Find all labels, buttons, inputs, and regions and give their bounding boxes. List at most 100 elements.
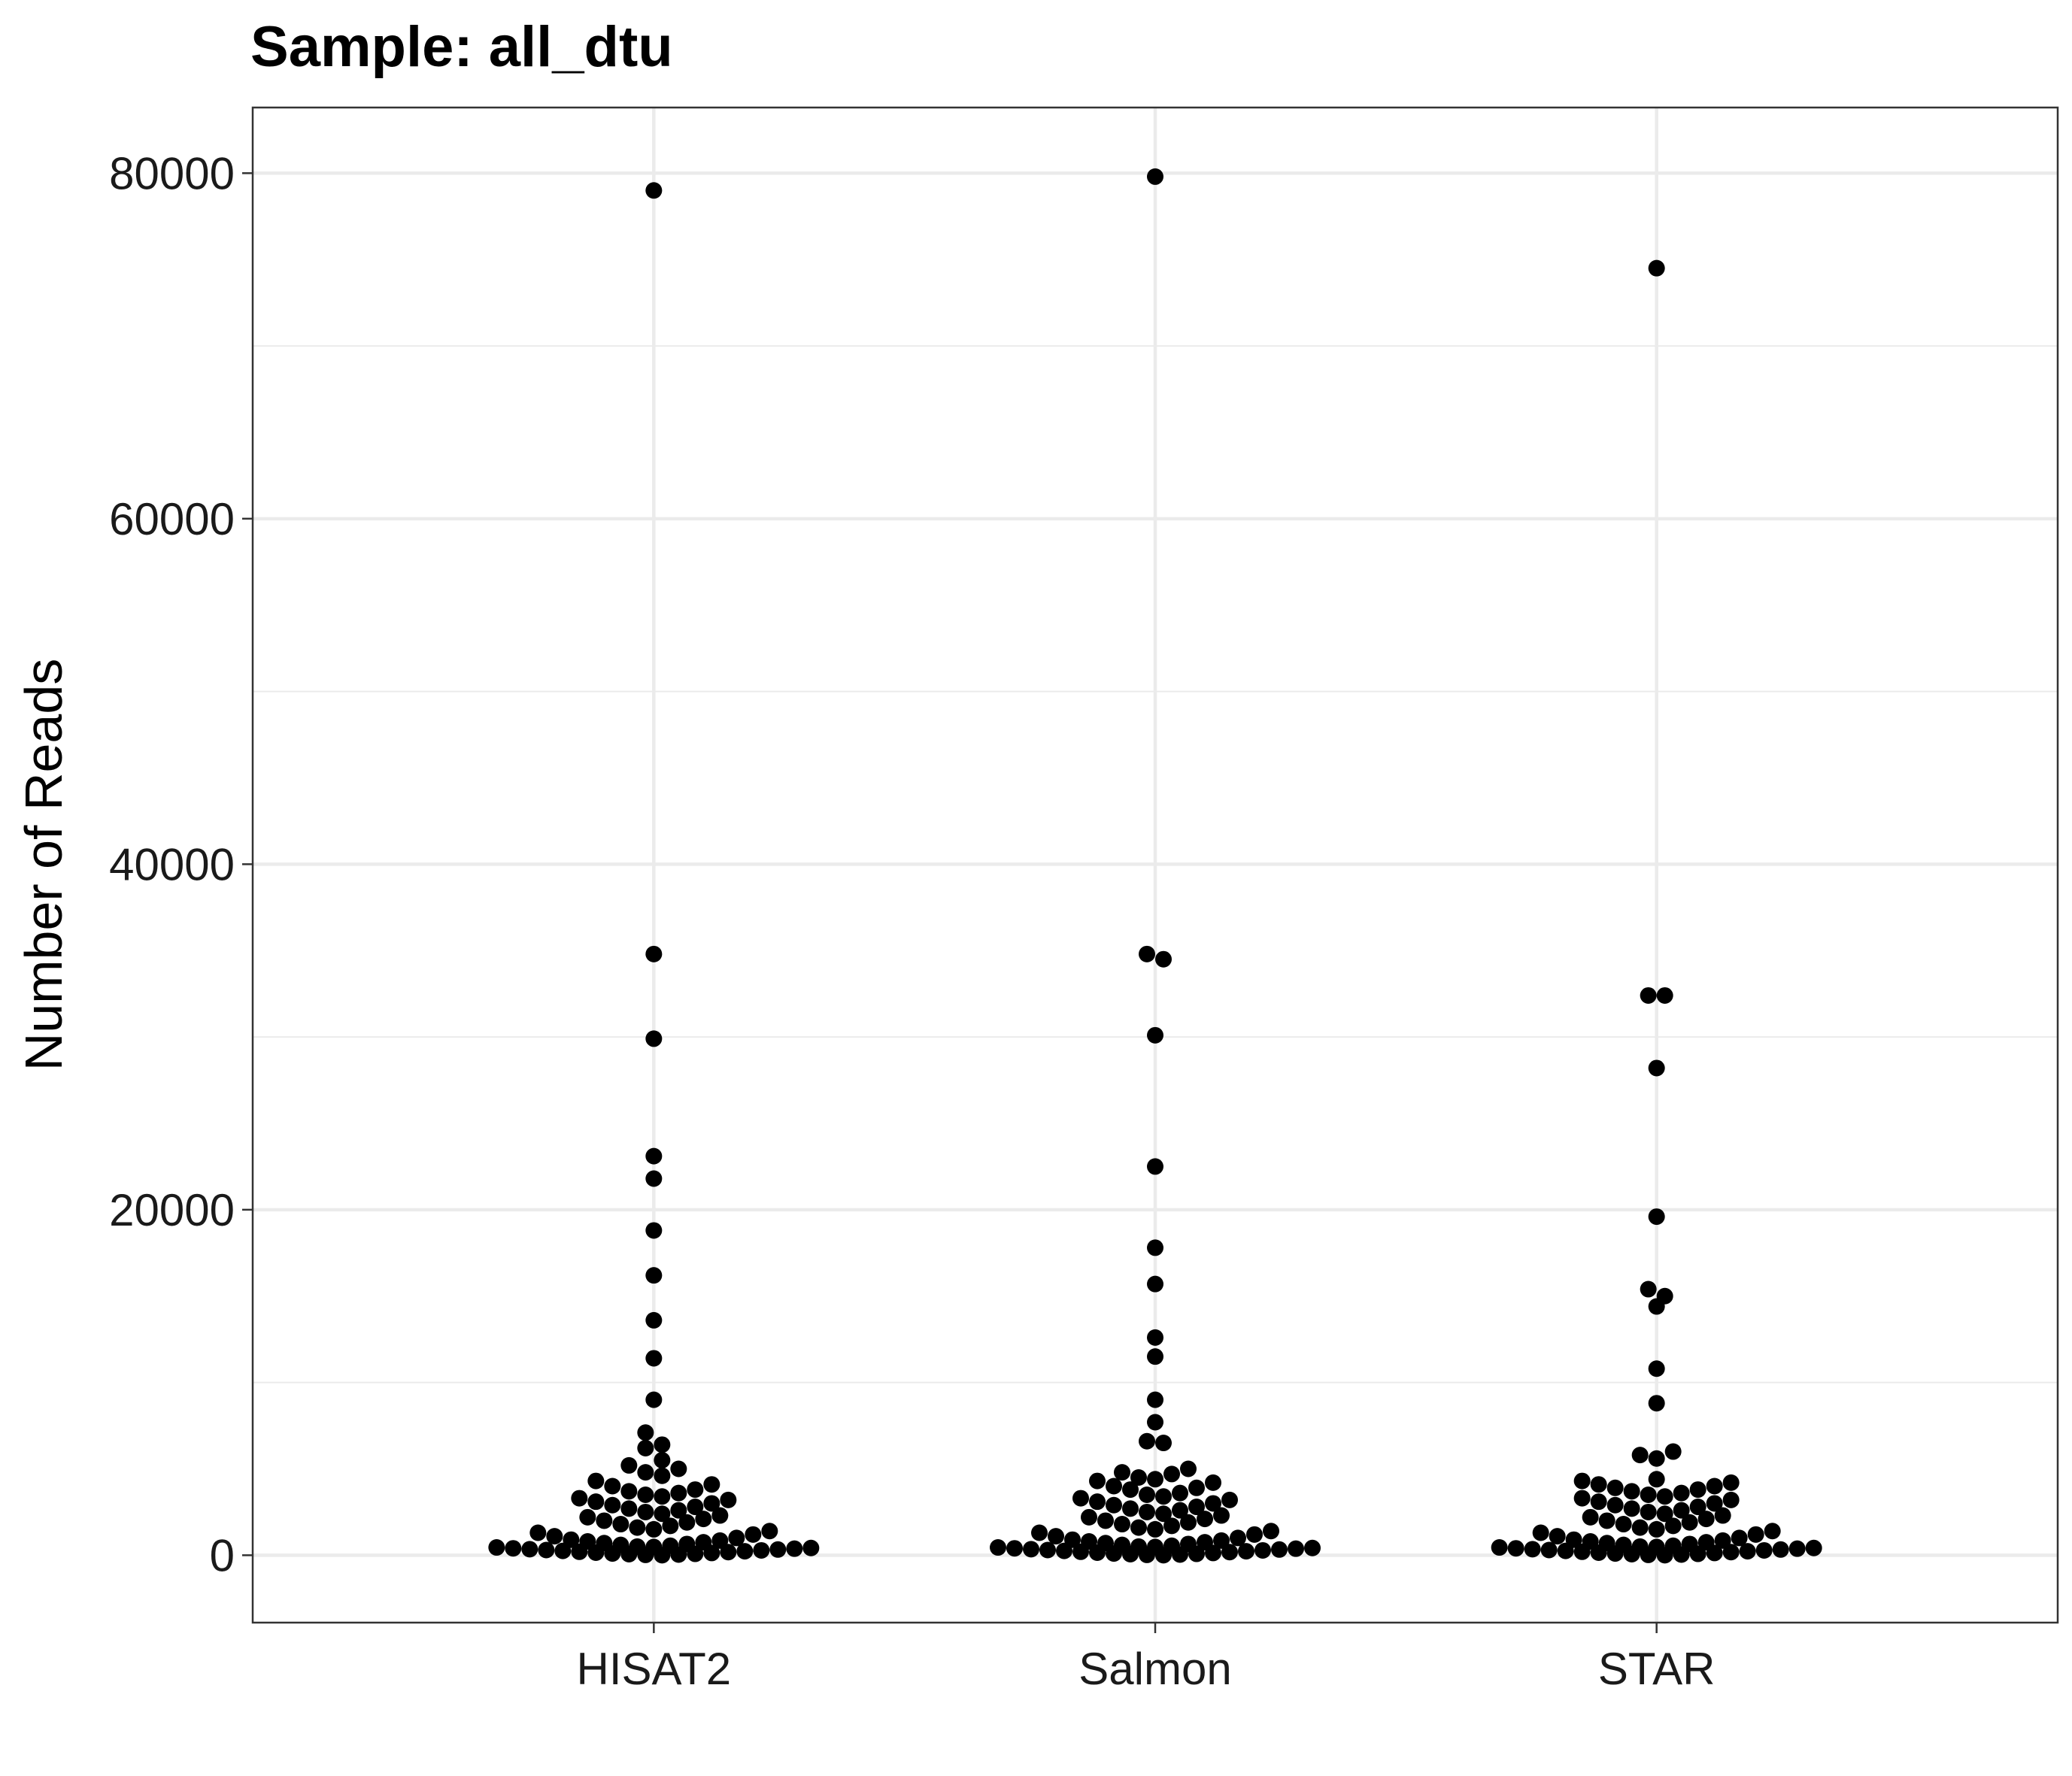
data-point: HISAT2: 79000 xyxy=(645,182,663,199)
data-point: HISAT2: 420 xyxy=(802,1539,820,1556)
data-point: HISAT2: 2200 xyxy=(579,1508,596,1526)
data-point: HISAT2: 850 xyxy=(711,1532,729,1549)
data-point: Salmon: 3300 xyxy=(1072,1490,1089,1507)
data-point: Salmon: 1700 xyxy=(1163,1517,1180,1535)
data-point: HISAT2: 700 xyxy=(596,1535,613,1552)
axes: 0 20000 40000 60000 80000 HISAT2 Salmon STAR xyxy=(109,148,1715,1694)
data-point: Salmon: 3600 xyxy=(1172,1484,1188,1502)
data-point: Salmon: 750 xyxy=(1197,1534,1213,1551)
data-point: Salmon: 1600 xyxy=(1130,1519,1147,1536)
data-point: Salmon: 420 xyxy=(1304,1539,1321,1556)
data-point: Salmon: 1000 xyxy=(1230,1529,1246,1547)
data-point: HISAT2: 4000 xyxy=(604,1477,621,1495)
data-point: Salmon: 300 xyxy=(1039,1541,1056,1559)
data-point: STAR: 480 xyxy=(1648,1538,1665,1556)
data-point: HISAT2: 1700 xyxy=(662,1517,679,1535)
data-point: HISAT2: 2500 xyxy=(637,1503,654,1520)
data-point: HISAT2: 6400 xyxy=(654,1436,671,1453)
x-tick-label: STAR xyxy=(1598,1644,1716,1694)
data-point: HISAT2: 3500 xyxy=(637,1486,654,1503)
data-point: Salmon: 11500 xyxy=(1147,1348,1163,1365)
data-point: STAR: 5800 xyxy=(1631,1447,1649,1464)
data-point: Salmon: 30100 xyxy=(1147,1026,1163,1044)
data-point: Salmon: 600 xyxy=(1114,1536,1130,1553)
data-point: HISAT2: 2800 xyxy=(687,1499,704,1516)
data-point: HISAT2: 18800 xyxy=(645,1222,663,1239)
data-point: STAR: 330 xyxy=(1772,1541,1789,1558)
data-point: HISAT2: 1400 xyxy=(761,1523,778,1540)
data-point: Salmon: 350 xyxy=(1023,1541,1039,1558)
data-point: STAR: 2200 xyxy=(1582,1508,1599,1526)
data-point: STAR: 450 xyxy=(1491,1539,1508,1556)
data-point: STAR: 2600 xyxy=(1673,1502,1690,1519)
data-point: Salmon: 3400 xyxy=(1155,1488,1172,1505)
data-point: HISAT2: 9000 xyxy=(645,1391,663,1408)
data-point: STAR: 1500 xyxy=(1648,1520,1665,1538)
data-point: HISAT2: 1300 xyxy=(529,1524,547,1541)
data-point: Salmon: 5000 xyxy=(1180,1460,1197,1477)
data-point: STAR: 3900 xyxy=(1606,1479,1624,1496)
data-point: Salmon: 400 xyxy=(1006,1540,1023,1557)
data-point: HISAT2: 13600 xyxy=(645,1311,663,1329)
data-point: Salmon: 1500 xyxy=(1147,1520,1163,1538)
data-point: STAR: 1400 xyxy=(1764,1523,1781,1540)
data-point: HISAT2: 5200 xyxy=(620,1456,638,1474)
data-point: STAR: 850 xyxy=(1714,1532,1731,1549)
data-point: HISAT2: 11400 xyxy=(645,1350,663,1367)
data-point: HISAT2: 1500 xyxy=(645,1520,663,1538)
data-point: Salmon: 800 xyxy=(1081,1533,1097,1550)
data-point: Salmon: 230 xyxy=(1238,1543,1254,1560)
data-point: STAR: 28200 xyxy=(1648,1059,1665,1077)
x-tick-label: HISAT2 xyxy=(577,1644,732,1694)
data-point: HISAT2: 3400 xyxy=(654,1488,671,1505)
data-point: Salmon: 4200 xyxy=(1205,1474,1221,1491)
data-point: STAR: 4000 xyxy=(1706,1477,1723,1495)
data-point: STAR: 3700 xyxy=(1623,1483,1640,1500)
data-point: HISAT2: 2000 xyxy=(596,1512,613,1529)
data-point: STAR: 1600 xyxy=(1631,1519,1649,1536)
data-point: Salmon: 3900 xyxy=(1188,1479,1205,1496)
data-point: STAR: 420 xyxy=(1805,1539,1822,1556)
y-tick-label: 20000 xyxy=(109,1185,235,1235)
data-point: STAR: 3100 xyxy=(1590,1493,1607,1511)
data-point: Salmon: 1100 xyxy=(1048,1528,1064,1545)
data-point: STAR: 180 xyxy=(1722,1544,1740,1561)
data-point: STAR: 380 xyxy=(1788,1540,1806,1557)
data-point: STAR: 700 xyxy=(1598,1535,1615,1552)
data-point: HISAT2: 1000 xyxy=(728,1529,745,1547)
data-point: HISAT2: 280 xyxy=(753,1541,770,1559)
data-point: Salmon: 2700 xyxy=(1122,1500,1139,1517)
data-point: HISAT2: 3700 xyxy=(620,1483,638,1500)
data-point: Salmon: 2800 xyxy=(1188,1499,1205,1516)
data-point: HISAT2: 180 xyxy=(720,1544,737,1561)
data-point: STAR: 2300 xyxy=(1714,1507,1731,1524)
data-point: Salmon: 22500 xyxy=(1147,1158,1163,1175)
data-point: STAR: 32400 xyxy=(1656,986,1673,1004)
data-point: STAR: 2500 xyxy=(1640,1503,1657,1520)
data-point: Salmon: 3500 xyxy=(1139,1486,1155,1503)
data-point: Salmon: 380 xyxy=(1288,1540,1304,1557)
data-point: STAR: 1700 xyxy=(1664,1517,1682,1535)
data-point: HISAT2: 750 xyxy=(695,1534,712,1551)
data-point: HISAT2: 23100 xyxy=(645,1147,663,1165)
data-point: HISAT2: 4800 xyxy=(637,1464,654,1481)
data-point: HISAT2: 3300 xyxy=(571,1490,588,1507)
data-point: STAR: 3000 xyxy=(1706,1495,1723,1512)
data-point: HISAT2: 6200 xyxy=(637,1439,654,1456)
data-point: HISAT2: 650 xyxy=(678,1535,696,1553)
data-point: HISAT2: 230 xyxy=(736,1543,754,1560)
data-point: Salmon: 12600 xyxy=(1147,1329,1163,1346)
data-point: STAR: 3400 xyxy=(1656,1488,1673,1505)
data-point: STAR: 1800 xyxy=(1615,1516,1632,1533)
data-point: HISAT2: 1800 xyxy=(612,1516,629,1533)
data-point: Salmon: 2200 xyxy=(1081,1508,1097,1526)
data-point: STAR: 650 xyxy=(1681,1535,1698,1553)
data-point: Salmon: 700 xyxy=(1097,1535,1114,1552)
data-point: Salmon: 480 xyxy=(1147,1538,1163,1556)
data-point: Salmon: 330 xyxy=(1271,1541,1288,1558)
data-point: HISAT2: 300 xyxy=(538,1541,555,1559)
data-point: HISAT2: 7100 xyxy=(637,1424,654,1441)
data-point: STAR: 1100 xyxy=(1549,1528,1566,1545)
data-point: HISAT2: 21800 xyxy=(645,1170,663,1187)
